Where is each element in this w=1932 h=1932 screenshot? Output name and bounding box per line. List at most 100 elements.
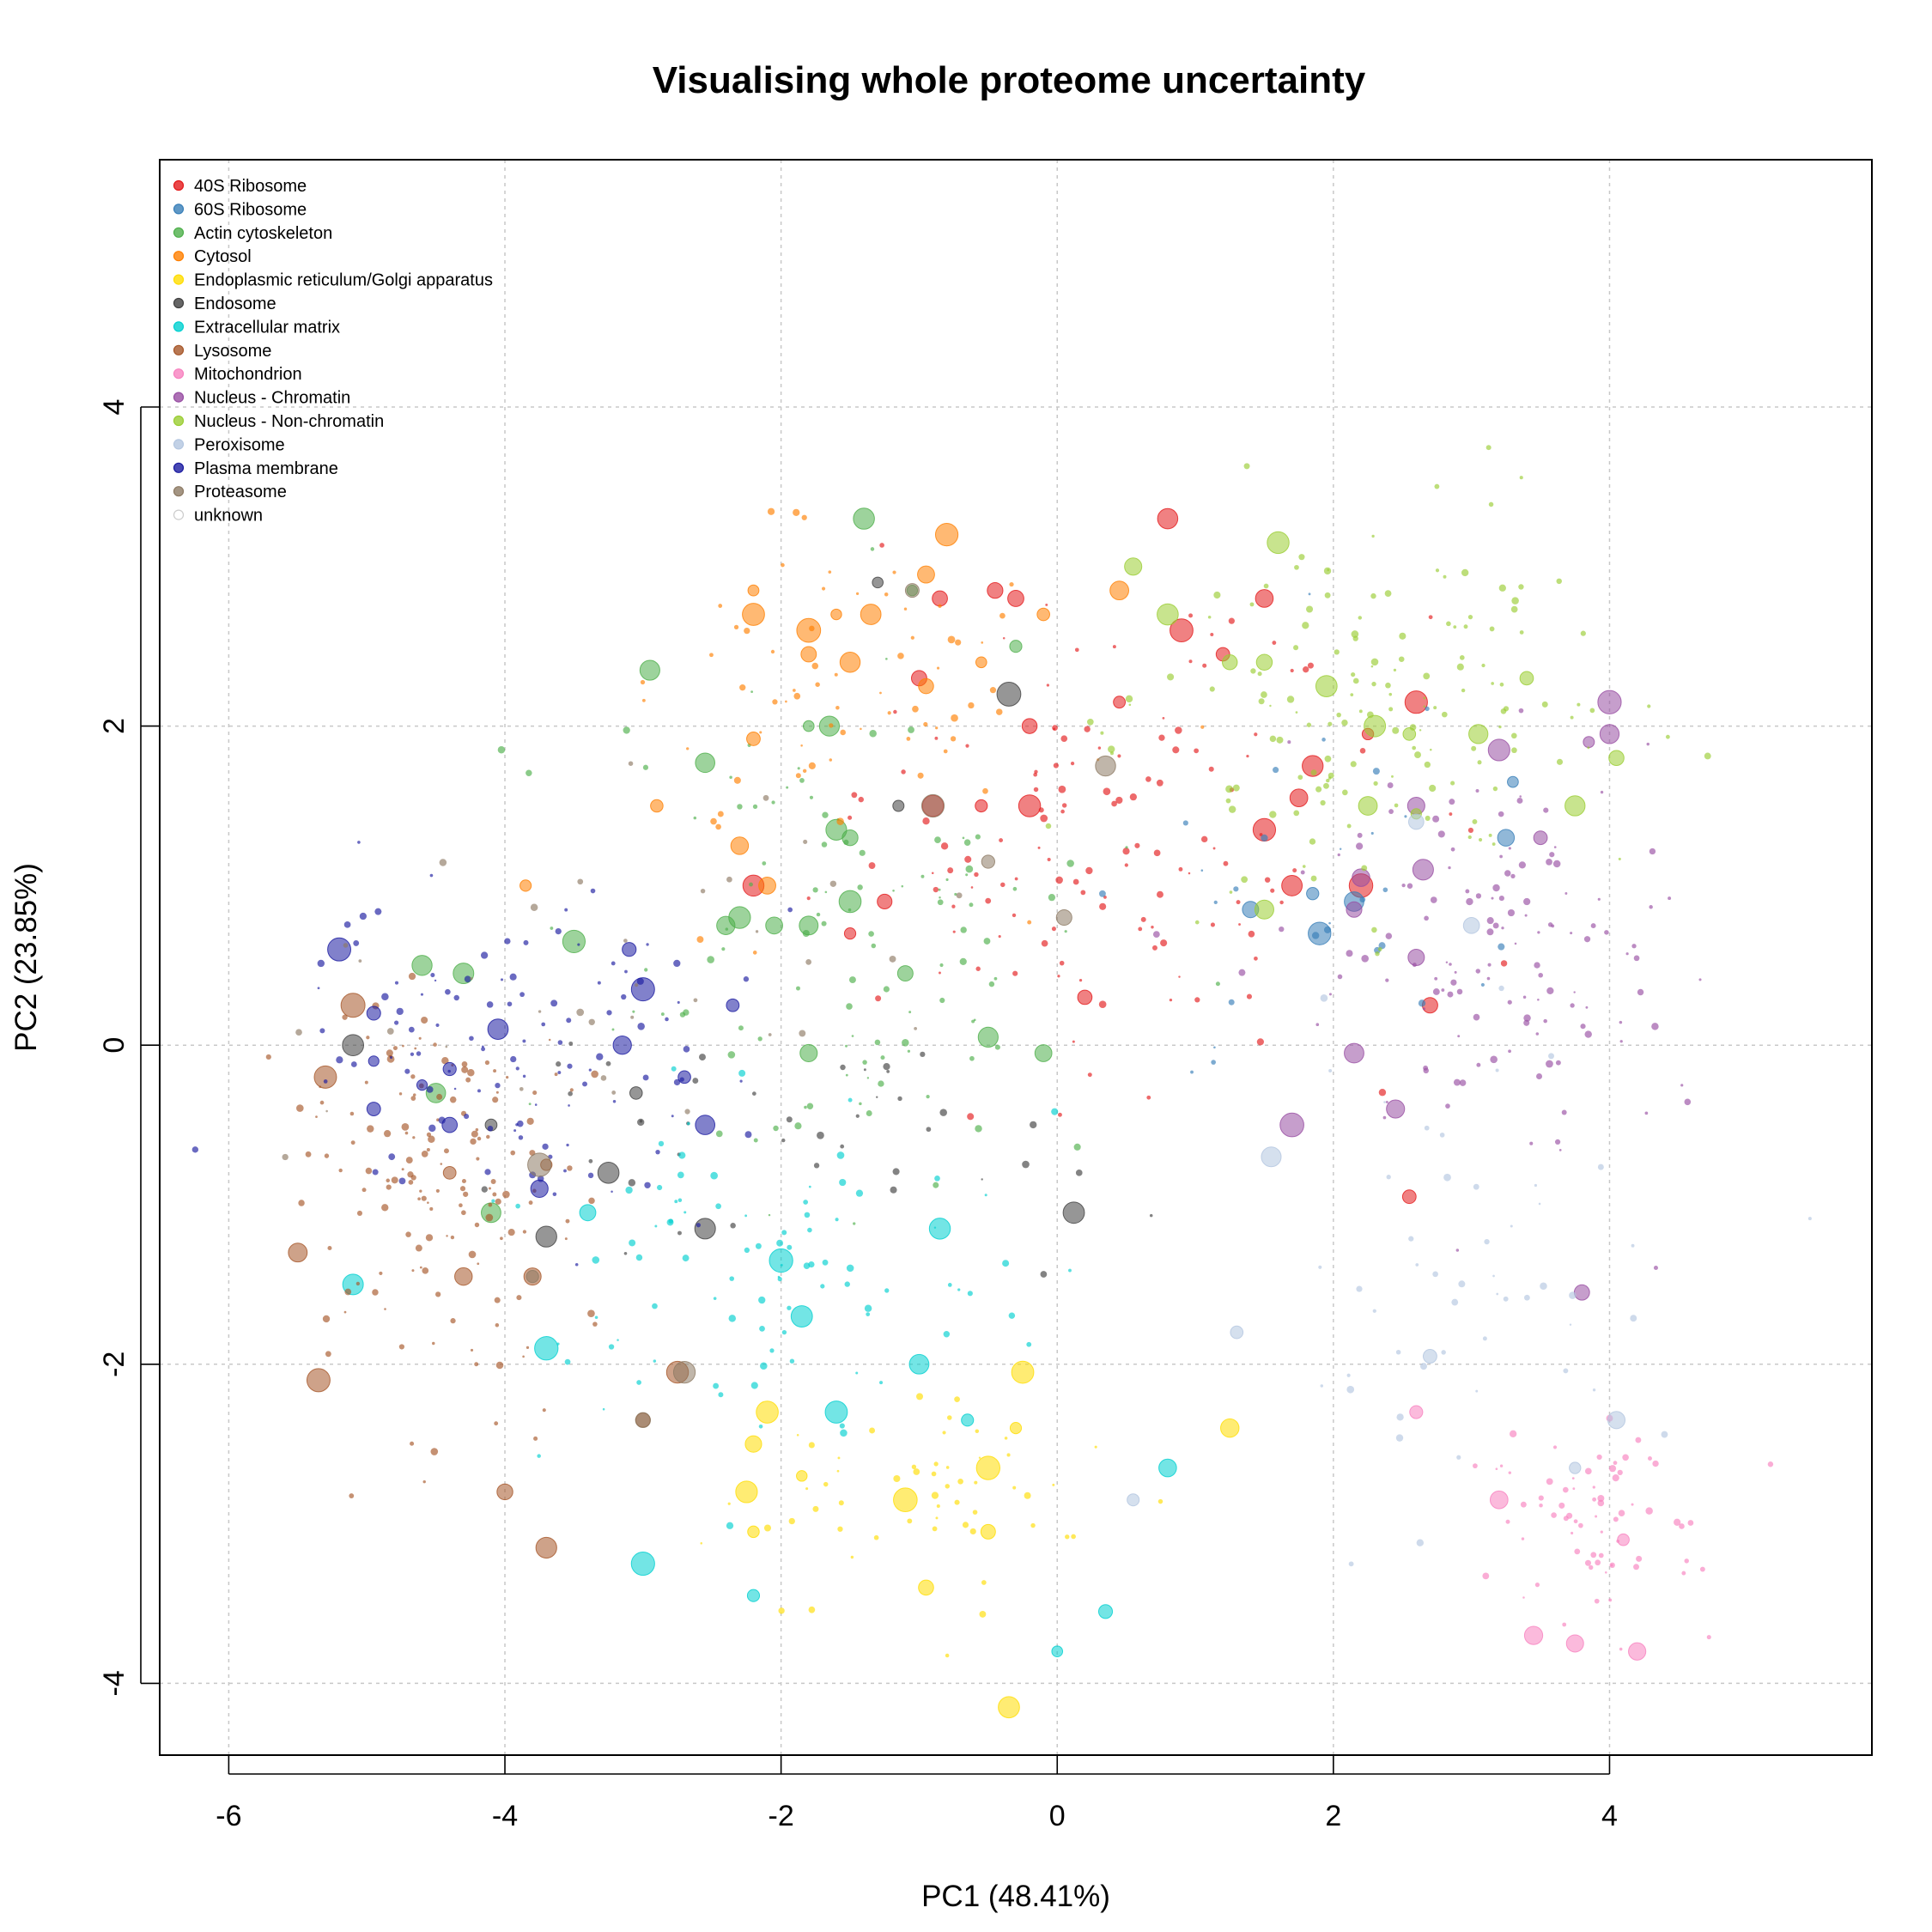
data-point [934, 523, 959, 547]
data-point [487, 1018, 509, 1040]
data-point [355, 1281, 361, 1286]
data-point [463, 1191, 469, 1197]
data-point [629, 1086, 643, 1100]
data-point [1433, 706, 1437, 710]
data-point [317, 959, 325, 968]
data-point [526, 1346, 530, 1350]
data-point [492, 1192, 497, 1197]
data-point [1546, 858, 1552, 866]
data-point [611, 961, 616, 966]
data-point [412, 1136, 416, 1139]
data-point [1293, 810, 1300, 817]
data-point [975, 799, 988, 813]
data-point [440, 1163, 443, 1165]
data-point [1315, 675, 1338, 698]
data-point [700, 888, 706, 894]
data-point [1068, 1268, 1072, 1273]
data-point [908, 1011, 912, 1014]
data-point [793, 508, 800, 517]
data-point [1509, 1430, 1517, 1438]
data-point [1315, 786, 1322, 793]
data-point [1024, 1492, 1031, 1499]
data-point [1538, 972, 1543, 978]
data-point [1391, 775, 1394, 778]
data-point [1385, 978, 1389, 982]
data-point [671, 1115, 674, 1118]
data-point [1600, 1530, 1603, 1534]
data-point [477, 1089, 481, 1093]
data-point [1361, 865, 1368, 872]
data-point [871, 943, 877, 949]
data-point [932, 590, 948, 607]
data-point [1610, 1564, 1613, 1567]
data-point [808, 1261, 815, 1268]
data-point [1597, 690, 1622, 714]
data-point [1497, 829, 1516, 847]
data-point [471, 1130, 478, 1138]
data-point [1346, 1385, 1355, 1394]
data-point [1294, 564, 1299, 570]
data-point [487, 1126, 494, 1132]
data-point [1358, 709, 1363, 714]
data-point [1002, 636, 1005, 640]
data-point [327, 937, 352, 962]
data-point [1310, 875, 1317, 882]
data-point [1072, 878, 1079, 885]
data-point [806, 896, 811, 901]
data-point [1537, 998, 1540, 1001]
data-point [608, 1344, 615, 1350]
data-point [1157, 890, 1163, 898]
data-point [1412, 859, 1434, 881]
data-point [1534, 1583, 1540, 1588]
data-point [699, 1054, 706, 1061]
data-point [981, 641, 984, 644]
data-point [1172, 746, 1180, 754]
data-point [962, 1522, 969, 1528]
data-point [420, 993, 424, 996]
legend-marker [173, 509, 185, 520]
data-point [534, 1103, 538, 1106]
data-point [866, 1110, 872, 1117]
data-point [1384, 590, 1392, 597]
data-point [1011, 1360, 1035, 1384]
data-point [637, 1118, 645, 1127]
data-point [519, 992, 525, 998]
data-point [495, 1082, 501, 1089]
data-point [808, 1442, 815, 1449]
data-point [652, 1303, 658, 1309]
data-point [497, 746, 506, 754]
data-point [1124, 557, 1143, 576]
data-point [1519, 795, 1522, 798]
data-point [1564, 795, 1586, 817]
data-point [1027, 920, 1032, 925]
data-point [947, 635, 956, 644]
data-point [1456, 1455, 1461, 1460]
data-point [786, 786, 789, 789]
data-point [1505, 1519, 1510, 1524]
data-point [747, 584, 760, 597]
data-point [1486, 928, 1494, 936]
data-point [975, 1429, 980, 1434]
data-point [1378, 1089, 1387, 1097]
data-point [1630, 1315, 1637, 1322]
data-point [1058, 785, 1066, 793]
data-point [692, 1078, 699, 1084]
data-point [1009, 581, 1014, 587]
data-point [981, 1580, 987, 1585]
data-point [628, 1179, 636, 1187]
data-point [884, 592, 889, 597]
data-point [1449, 799, 1455, 805]
data-point [947, 1415, 952, 1420]
data-point [1364, 714, 1387, 738]
data-point [677, 1198, 683, 1202]
data-point [922, 817, 930, 825]
data-point [1290, 668, 1294, 673]
data-point [1156, 779, 1163, 787]
data-point [851, 1035, 854, 1037]
data-point [507, 1001, 513, 1007]
data-point [715, 1203, 721, 1210]
data-point [1510, 732, 1517, 739]
data-point [1571, 1531, 1574, 1535]
data-point [419, 1266, 422, 1269]
data-point [1475, 969, 1481, 974]
